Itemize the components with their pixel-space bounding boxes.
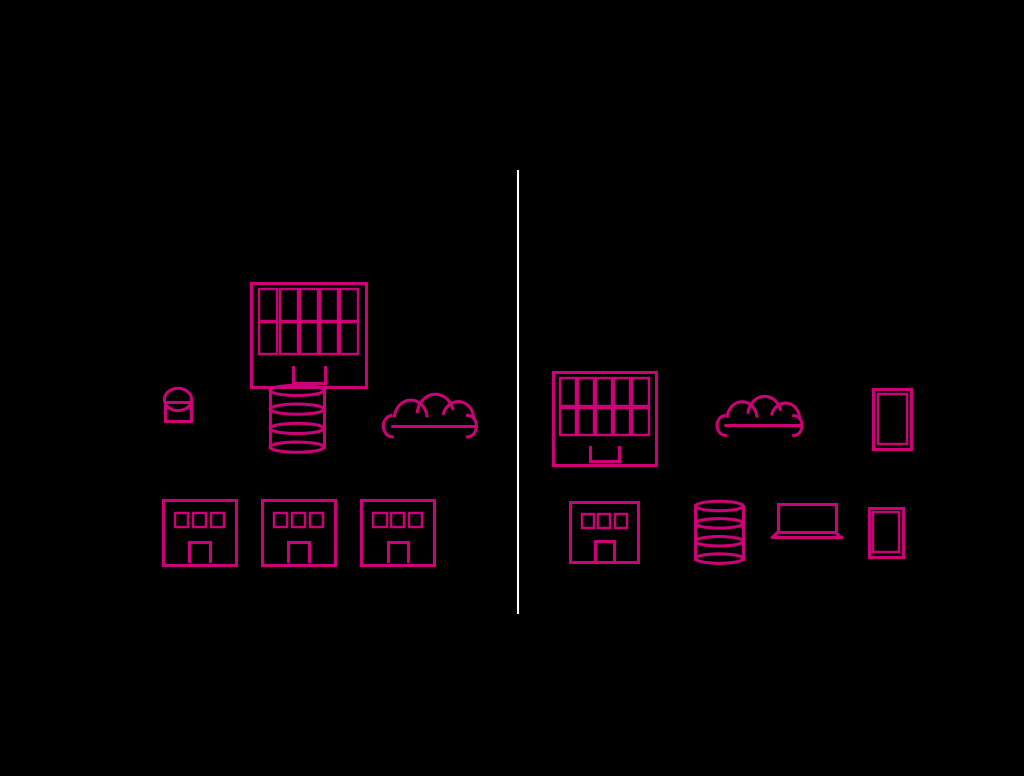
Bar (252, 282, 367, 387)
Bar (175, 513, 188, 527)
Bar (582, 514, 594, 528)
Bar (274, 513, 288, 527)
Bar (560, 378, 575, 406)
Bar (873, 389, 911, 449)
Bar (310, 513, 324, 527)
Bar (280, 289, 298, 320)
Bar (570, 502, 638, 562)
Bar (280, 322, 298, 354)
Bar (259, 322, 278, 354)
Bar (300, 289, 317, 320)
Bar (340, 322, 358, 354)
Bar (777, 504, 836, 532)
Bar (321, 289, 338, 320)
Bar (165, 402, 190, 421)
Bar (560, 407, 575, 435)
Bar (300, 322, 317, 354)
Bar (614, 378, 631, 406)
Bar (163, 500, 236, 565)
Bar (633, 407, 648, 435)
Bar (361, 500, 434, 565)
Bar (211, 513, 224, 527)
Bar (596, 407, 612, 435)
Bar (873, 512, 898, 553)
Bar (262, 500, 335, 565)
Bar (596, 378, 612, 406)
Bar (391, 513, 404, 527)
Bar (410, 513, 422, 527)
Bar (598, 514, 610, 528)
Bar (321, 322, 338, 354)
Bar (633, 378, 648, 406)
Bar (578, 378, 594, 406)
Bar (614, 407, 631, 435)
Bar (869, 508, 902, 557)
Bar (578, 407, 594, 435)
Bar (259, 289, 278, 320)
Bar (878, 393, 906, 444)
Bar (292, 513, 305, 527)
Bar (340, 289, 358, 320)
Bar (374, 513, 386, 527)
Bar (614, 514, 627, 528)
Bar (193, 513, 206, 527)
Bar (553, 372, 655, 465)
